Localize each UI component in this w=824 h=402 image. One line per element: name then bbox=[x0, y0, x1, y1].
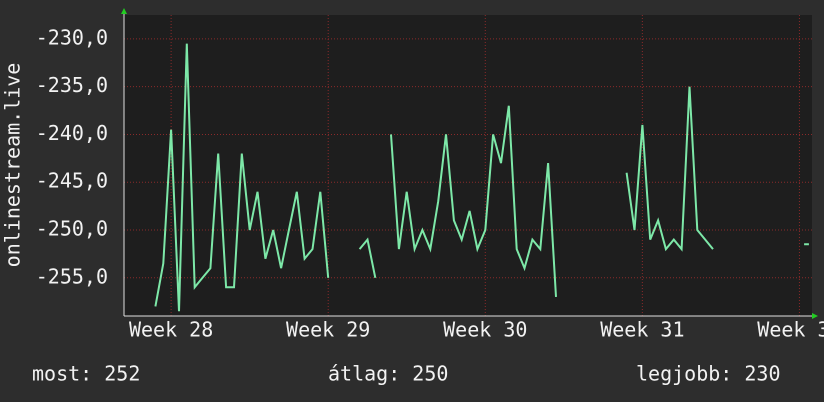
y-tick-label: -230,0 bbox=[36, 25, 108, 49]
y-tick-label: -245,0 bbox=[36, 169, 108, 193]
x-tick-label: Week 29 bbox=[286, 318, 370, 342]
x-arrow bbox=[812, 313, 818, 319]
x-tick-label: Week 31 bbox=[600, 318, 684, 342]
stat-average: átlag: 250 bbox=[328, 362, 448, 386]
y-tick-label: -255,0 bbox=[36, 264, 108, 288]
y-tick-label: -240,0 bbox=[36, 121, 108, 145]
x-tick-label: Week 28 bbox=[129, 318, 213, 342]
y-axis-label: onlinestream.live bbox=[1, 63, 25, 268]
data-line bbox=[154, 43, 809, 312]
y-tick-label: -250,0 bbox=[36, 217, 108, 241]
x-tick-label: Week 32 bbox=[757, 318, 824, 342]
y-arrow bbox=[121, 8, 127, 14]
plot-area bbox=[124, 15, 812, 316]
x-tick-label: Week 30 bbox=[443, 318, 527, 342]
stat-best: legjobb: 230 bbox=[636, 362, 781, 386]
stat-current: most: 252 bbox=[32, 362, 140, 386]
y-tick-label: -235,0 bbox=[36, 73, 108, 97]
